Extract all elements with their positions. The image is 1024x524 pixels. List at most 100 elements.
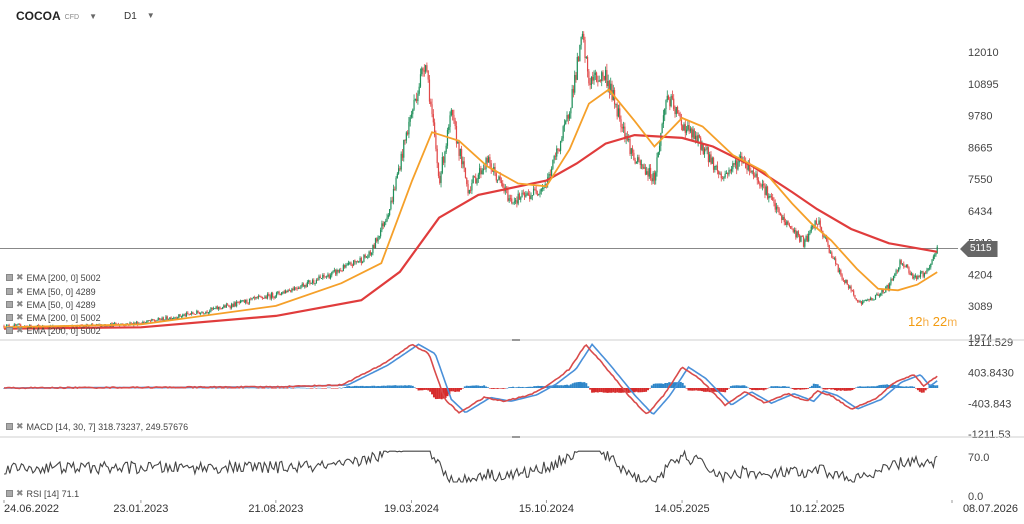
macd-histogram-bar bbox=[425, 387, 428, 390]
settings-icon[interactable] bbox=[6, 274, 13, 281]
candle-body bbox=[709, 154, 711, 163]
candle-body bbox=[342, 265, 344, 271]
close-icon[interactable]: ✖ bbox=[16, 325, 24, 335]
candle-body bbox=[436, 148, 438, 164]
settings-icon[interactable] bbox=[6, 288, 13, 295]
legend-item[interactable]: ✖ EMA [50, 0] 4289 bbox=[6, 299, 96, 310]
candle-body bbox=[423, 70, 425, 72]
settings-icon[interactable] bbox=[6, 314, 13, 321]
macd-histogram-bar bbox=[814, 384, 817, 388]
candle-body bbox=[664, 109, 666, 116]
macd-histogram-bar bbox=[571, 383, 574, 388]
candle-body bbox=[182, 315, 184, 317]
macd-histogram-bar bbox=[573, 382, 576, 388]
macd-histogram-bar bbox=[637, 387, 640, 393]
macd-histogram-bar bbox=[465, 385, 468, 388]
candle-body bbox=[268, 294, 270, 296]
candle-body bbox=[14, 324, 17, 326]
macd-histogram-bar bbox=[795, 387, 798, 390]
settings-icon[interactable] bbox=[6, 301, 13, 308]
close-icon[interactable]: ✖ bbox=[16, 286, 24, 296]
candle-body bbox=[297, 288, 299, 289]
legend-item-rsi[interactable]: ✖ RSI [14] 71.1 bbox=[6, 488, 79, 499]
candle-body bbox=[619, 108, 621, 120]
macd-histogram-bar bbox=[201, 387, 204, 389]
candle-body bbox=[386, 217, 388, 222]
candle-body bbox=[311, 280, 314, 283]
macd-histogram-bar bbox=[307, 387, 310, 389]
close-icon[interactable]: ✖ bbox=[16, 421, 24, 431]
candle-body bbox=[540, 188, 542, 192]
candle-body bbox=[806, 236, 808, 242]
close-icon[interactable]: ✖ bbox=[16, 272, 24, 282]
close-icon[interactable]: ✖ bbox=[16, 299, 24, 309]
candle-body bbox=[603, 75, 605, 80]
pane-separators[interactable] bbox=[0, 339, 1024, 438]
candle-body bbox=[254, 297, 256, 299]
macd-histogram-bar bbox=[633, 387, 636, 393]
settings-icon[interactable] bbox=[6, 423, 13, 430]
candle-body bbox=[877, 294, 879, 296]
candle-body bbox=[904, 266, 906, 268]
candle-body bbox=[606, 70, 608, 87]
candle-body bbox=[380, 230, 382, 237]
candle-body bbox=[363, 255, 365, 263]
macd-histogram-bar bbox=[249, 387, 252, 389]
macd-histogram-bar bbox=[704, 387, 707, 392]
price-plot[interactable] bbox=[3, 31, 938, 331]
timeframe-selector[interactable]: D1 ▼ bbox=[124, 11, 155, 22]
chevron-down-icon[interactable]: ▼ bbox=[146, 11, 155, 20]
candle-body bbox=[705, 148, 707, 150]
candle-body bbox=[160, 319, 162, 321]
candle-body bbox=[536, 193, 539, 195]
candle-body bbox=[863, 300, 865, 302]
candle-body bbox=[532, 188, 535, 196]
close-icon[interactable]: ✖ bbox=[16, 312, 24, 322]
macd-histogram-bar bbox=[830, 387, 833, 390]
macd-histogram-bar bbox=[909, 386, 912, 388]
legend-item[interactable]: ✖ EMA [200, 0] 5002 bbox=[6, 272, 101, 283]
candle-body bbox=[934, 255, 936, 257]
candle-body bbox=[336, 269, 338, 275]
candle-body bbox=[430, 101, 432, 105]
candle-body bbox=[293, 287, 296, 291]
candle-body bbox=[410, 114, 413, 118]
macd-histogram-bar bbox=[562, 385, 565, 388]
macd-histogram-bar bbox=[446, 387, 449, 397]
macd-histogram-bar bbox=[529, 386, 532, 388]
macd-histogram-bar bbox=[222, 387, 225, 389]
macd-histogram-bar bbox=[471, 385, 474, 388]
settings-icon[interactable] bbox=[6, 490, 13, 497]
rsi-plot[interactable] bbox=[3, 449, 938, 484]
candle-body bbox=[367, 256, 369, 258]
candle-body bbox=[443, 157, 445, 163]
candle-body bbox=[661, 123, 663, 134]
macd-histogram-bar bbox=[461, 387, 464, 389]
candle-body bbox=[892, 276, 895, 281]
macd-plot[interactable] bbox=[3, 342, 939, 415]
macd-histogram-bar bbox=[587, 386, 590, 388]
macd-histogram-bar bbox=[226, 387, 229, 389]
macd-histogram-bar bbox=[321, 387, 324, 389]
symbol-selector[interactable]: COCOA CFD ▼ bbox=[16, 9, 97, 23]
macd-histogram-bar bbox=[585, 383, 588, 388]
macd-histogram-bar bbox=[924, 387, 927, 391]
settings-icon[interactable] bbox=[6, 327, 13, 334]
candle-body bbox=[314, 283, 316, 285]
chevron-down-icon[interactable]: ▼ bbox=[89, 11, 97, 21]
legend-item[interactable]: ✖ EMA [200, 0] 5002 bbox=[6, 312, 101, 323]
candle-body bbox=[477, 174, 479, 179]
candle-body bbox=[282, 291, 284, 293]
legend-item-macd[interactable]: ✖ MACD [14, 30, 7] 318.73237, 249.57676 bbox=[6, 421, 188, 432]
legend-item[interactable]: ✖ EMA [50, 0] 4289 bbox=[6, 286, 96, 297]
candle-body bbox=[570, 107, 572, 114]
candle-body bbox=[607, 80, 609, 87]
candle-body bbox=[435, 135, 437, 149]
candle-body bbox=[880, 293, 882, 296]
date-tick-label: 14.05.2025 bbox=[655, 503, 710, 515]
legend-item[interactable]: ✖ EMA [200, 0] 5002 bbox=[6, 325, 101, 336]
candle-body bbox=[310, 282, 312, 284]
candle-body bbox=[678, 113, 680, 115]
close-icon[interactable]: ✖ bbox=[16, 488, 24, 498]
